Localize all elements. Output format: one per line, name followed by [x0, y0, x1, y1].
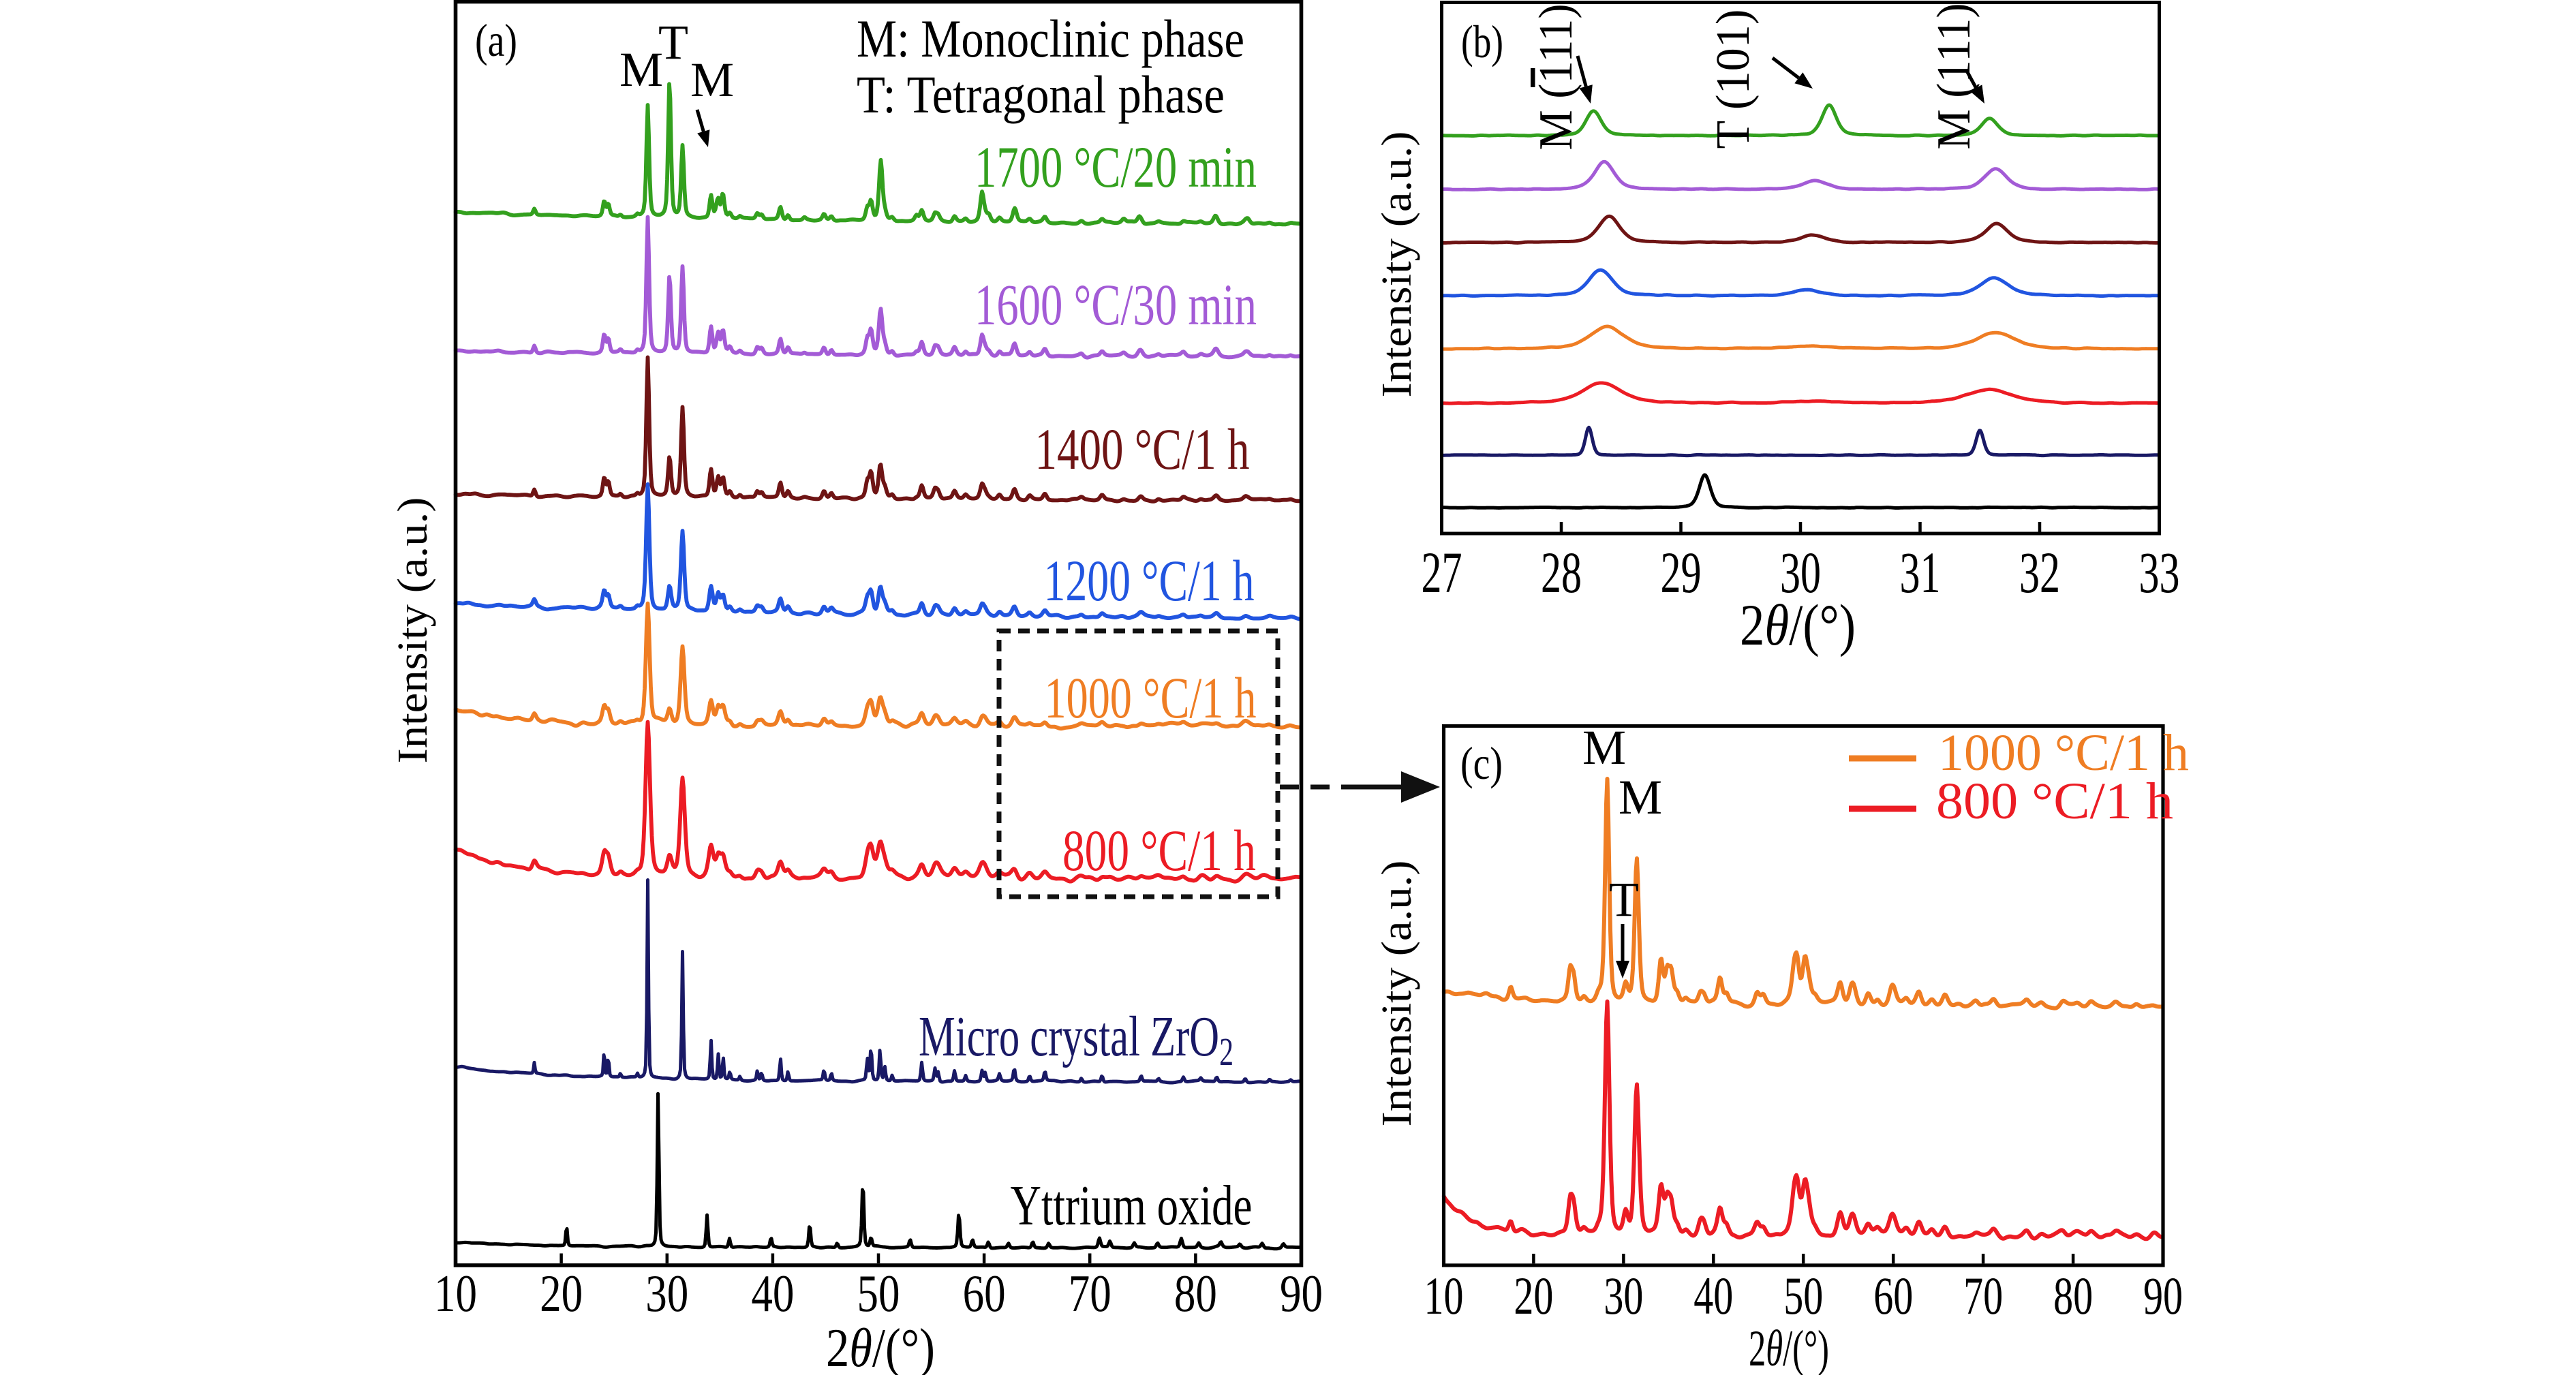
- svg-text:1200 °C/1 h: 1200 °C/1 h: [1044, 548, 1255, 613]
- svg-text:30: 30: [1780, 540, 1821, 605]
- svg-text:1400 °C/1 h: 1400 °C/1 h: [1035, 416, 1250, 482]
- svg-text:29: 29: [1661, 540, 1702, 605]
- svg-text:1700 °C/20 min: 1700 °C/20 min: [975, 134, 1257, 200]
- svg-text:28: 28: [1541, 540, 1582, 605]
- svg-text:(a): (a): [475, 14, 517, 66]
- svg-text:40: 40: [1693, 1266, 1733, 1325]
- svg-text:M: M: [1619, 770, 1662, 824]
- svg-text:T: Tetragonal phase: T: Tetragonal phase: [857, 65, 1225, 124]
- svg-text:Intensity (a.u.): Intensity (a.u.): [390, 497, 436, 764]
- svg-text:90: 90: [2143, 1266, 2183, 1325]
- svg-text:70: 70: [1963, 1266, 2003, 1325]
- svg-text:10: 10: [1424, 1266, 1464, 1325]
- svg-text:1000 °C/1 h: 1000 °C/1 h: [1045, 665, 1257, 730]
- svg-text:30: 30: [645, 1264, 688, 1323]
- svg-text:T: T: [1609, 872, 1639, 927]
- svg-text:20: 20: [1514, 1266, 1553, 1325]
- svg-text:M: M: [619, 42, 663, 97]
- svg-text:M: Monoclinic phase: M: Monoclinic phase: [857, 9, 1244, 68]
- svg-text:800 °C/1 h: 800 °C/1 h: [1936, 773, 2173, 830]
- svg-text:2θ/(°): 2θ/(°): [1749, 1320, 1829, 1375]
- svg-text:31: 31: [1900, 540, 1941, 605]
- svg-text:20: 20: [540, 1264, 583, 1323]
- svg-text:Yttrium oxide: Yttrium oxide: [1011, 1174, 1253, 1237]
- svg-text:40: 40: [751, 1264, 794, 1323]
- svg-text:Intensity (a.u.): Intensity (a.u.): [1374, 861, 1420, 1127]
- svg-text:60: 60: [963, 1264, 1006, 1323]
- svg-text:50: 50: [1783, 1266, 1823, 1325]
- svg-text:Micro crystal ZrO2: Micro crystal ZrO2: [919, 1005, 1233, 1074]
- svg-text:27: 27: [1422, 540, 1462, 605]
- svg-text:T: T: [658, 15, 688, 69]
- svg-text:M: M: [1582, 720, 1626, 775]
- svg-text:50: 50: [857, 1264, 900, 1323]
- svg-text:1600 °C/30 min: 1600 °C/30 min: [975, 272, 1257, 337]
- svg-text:2θ/(°): 2θ/(°): [826, 1318, 935, 1375]
- svg-text:2θ/(°): 2θ/(°): [1740, 592, 1856, 658]
- svg-text:70: 70: [1069, 1264, 1111, 1323]
- svg-text:Intensity (a.u.): Intensity (a.u.): [1374, 132, 1420, 398]
- svg-text:30: 30: [1604, 1266, 1643, 1325]
- svg-text:60: 60: [1873, 1266, 1913, 1325]
- svg-text:(c): (c): [1460, 737, 1503, 789]
- svg-text:32: 32: [2019, 540, 2060, 605]
- svg-text:80: 80: [2053, 1266, 2093, 1325]
- svg-text:1000 °C/1 h: 1000 °C/1 h: [1938, 724, 2189, 782]
- svg-text:T (101): T (101): [1707, 10, 1760, 149]
- svg-text:33: 33: [2139, 540, 2180, 605]
- svg-text:800 °C/1 h: 800 °C/1 h: [1062, 818, 1256, 883]
- svg-text:M (111): M (111): [1530, 4, 1582, 151]
- svg-text:M (111): M (111): [1928, 3, 1980, 150]
- svg-text:(b): (b): [1461, 16, 1503, 67]
- svg-text:10: 10: [434, 1264, 477, 1323]
- svg-text:80: 80: [1174, 1264, 1217, 1323]
- svg-text:M: M: [690, 52, 734, 107]
- svg-text:90: 90: [1280, 1264, 1323, 1323]
